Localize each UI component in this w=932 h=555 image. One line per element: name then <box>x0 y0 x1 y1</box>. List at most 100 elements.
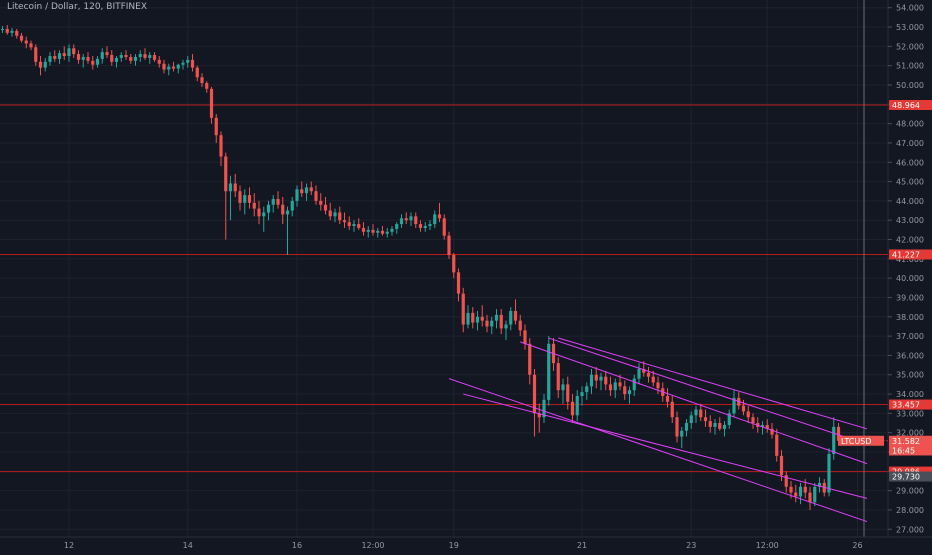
channel-line <box>463 393 868 499</box>
time-tick-label: 12:00 <box>361 541 384 550</box>
candle-body <box>233 183 237 192</box>
candle-body <box>319 200 323 205</box>
candle-body <box>523 330 527 344</box>
price-tick-label: 45.000 <box>896 178 924 187</box>
time-tick-label: 23 <box>686 541 696 550</box>
candle-body <box>585 386 589 393</box>
candle-body <box>57 53 62 59</box>
candle-body <box>347 222 351 227</box>
candle-body <box>200 77 204 84</box>
candle-body <box>186 59 190 63</box>
channel-line <box>520 341 868 465</box>
candle-body <box>437 214 442 219</box>
candle-body <box>252 202 256 209</box>
candle-body <box>475 316 480 323</box>
line-price-label-bg <box>889 249 932 260</box>
price-tick-label: 29.000 <box>896 487 924 496</box>
candle-body <box>309 187 313 192</box>
candle-body <box>72 48 76 55</box>
candle-body <box>637 368 641 379</box>
candle-body <box>195 67 199 78</box>
candle-body <box>29 43 33 48</box>
price-tick-label: 38.000 <box>896 313 924 322</box>
candle-body <box>718 423 722 429</box>
candle-body <box>608 384 613 391</box>
candle-body <box>594 374 598 381</box>
candle-body <box>361 227 366 232</box>
candle-body <box>751 417 755 424</box>
candle-body <box>627 390 632 395</box>
candle-body <box>243 195 247 203</box>
candle-body <box>775 434 779 456</box>
price-tick-label: 37.000 <box>896 332 924 341</box>
price-tick-label: 43.000 <box>896 216 924 225</box>
price-tick-label: 50.000 <box>896 81 924 90</box>
time-axis[interactable]: 12 14 16 12:00 19 21 23 12:00 26 <box>0 536 932 550</box>
candle-body <box>499 314 503 329</box>
low-price-label-bg <box>889 471 932 482</box>
candle-body <box>784 475 788 487</box>
candle-body <box>732 397 736 414</box>
candle-body <box>509 310 513 325</box>
candle-body <box>385 231 389 234</box>
candle-body <box>537 413 541 418</box>
candle-body <box>694 409 698 416</box>
time-tick-label: 12:00 <box>756 541 779 550</box>
candle-body <box>295 189 299 201</box>
candle-body <box>699 409 703 418</box>
candle-body <box>338 212 342 221</box>
candle-body <box>15 30 19 36</box>
candle-body <box>119 55 123 58</box>
candle-body <box>10 30 14 33</box>
candle-body <box>580 392 584 396</box>
candle-body <box>53 56 57 59</box>
price-tick-label: 42.000 <box>896 236 924 245</box>
candle-body <box>333 212 337 217</box>
channel-line <box>448 378 868 523</box>
channel-lines[interactable] <box>448 337 868 523</box>
candle-body <box>266 204 271 213</box>
countdown-label: 16:45 <box>892 446 915 455</box>
candle-body <box>376 230 380 233</box>
price-tick-label: 47.000 <box>896 139 924 148</box>
price-tick-label: 40.000 <box>896 274 924 283</box>
candle-body <box>81 56 85 60</box>
candle-body <box>770 428 774 435</box>
line-price-label: 48.964 <box>892 101 920 110</box>
candle-body <box>442 218 446 236</box>
candle-body <box>632 378 636 391</box>
time-tick-label: 26 <box>852 541 862 550</box>
candle-body <box>276 198 280 205</box>
candle-body <box>428 224 432 227</box>
candle-body <box>798 486 803 497</box>
candle-body <box>656 382 660 389</box>
candle-body <box>323 204 328 211</box>
candle-body <box>765 424 769 429</box>
candle-body <box>789 486 793 493</box>
price-tick-label: 33.000 <box>896 409 924 418</box>
price-tick-label: 34.000 <box>896 390 924 399</box>
symbol-tag: LTCUSD <box>841 437 871 446</box>
price-tick-label: 35.000 <box>896 371 924 380</box>
price-tick-label: 28.000 <box>896 506 924 515</box>
candle-body <box>176 64 180 69</box>
candle-body <box>414 216 418 225</box>
horizontal-lines[interactable] <box>0 0 888 537</box>
candle-body <box>556 363 560 391</box>
time-tick-label: 16 <box>292 541 302 550</box>
candle-body <box>143 54 147 58</box>
candle-body <box>5 28 9 33</box>
channel-line <box>548 337 868 445</box>
candle-body <box>380 230 385 234</box>
candle-body <box>328 210 332 217</box>
candle-body <box>599 376 603 381</box>
candle-body <box>461 293 465 325</box>
candle-body <box>675 417 679 437</box>
candle-body <box>209 88 214 118</box>
candle-body <box>813 486 817 503</box>
candle-body <box>423 226 427 228</box>
price-tick-label: 36.000 <box>896 351 924 360</box>
